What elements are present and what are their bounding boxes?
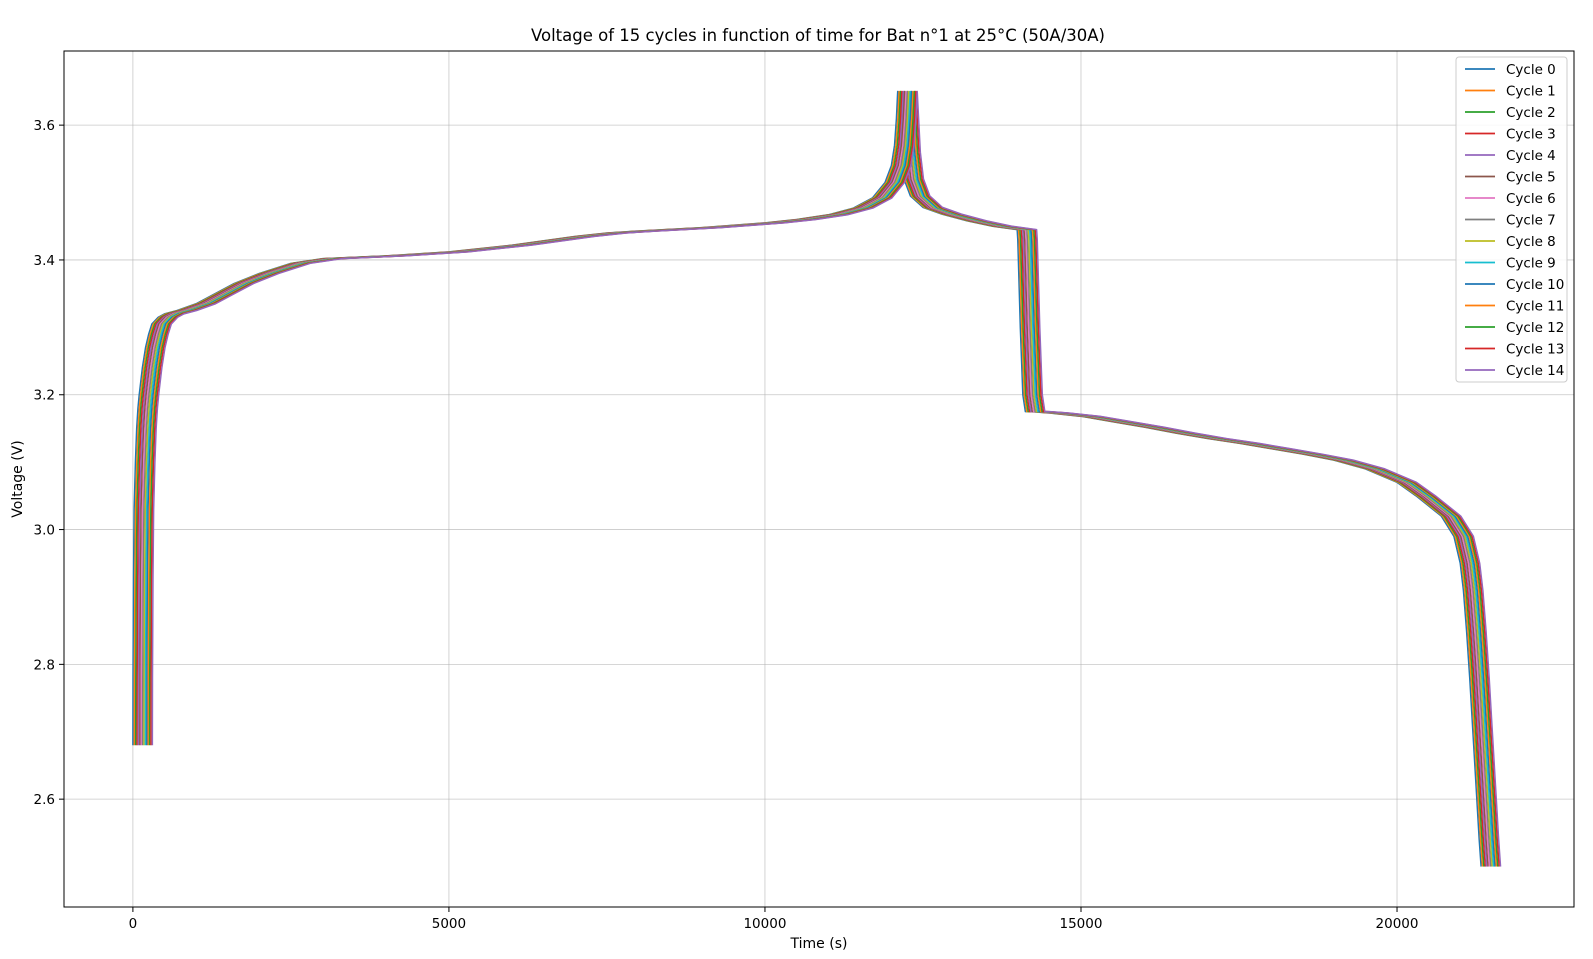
legend-label: Cycle 7 xyxy=(1506,213,1556,229)
legend-label: Cycle 10 xyxy=(1506,277,1564,293)
y-tick-label: 3.2 xyxy=(34,388,55,404)
legend: Cycle 0 Cycle 1 Cycle 2 Cycle 3 Cycle 4 Cycle… xyxy=(1455,56,1568,383)
y-tick-label: 3.4 xyxy=(34,253,55,269)
chart-title: Voltage of 15 cycles in function of time… xyxy=(531,26,1105,45)
y-tick-label: 2.8 xyxy=(34,657,55,673)
legend-label: Cycle 12 xyxy=(1506,320,1564,336)
legend-label: Cycle 3 xyxy=(1506,127,1556,143)
legend-label: Cycle 4 xyxy=(1506,148,1556,164)
x-tick-label: 15000 xyxy=(1060,916,1103,932)
x-axis-ticks: 0 5000 10000 15000 20000 xyxy=(129,907,1419,932)
plot-frame xyxy=(63,50,1575,908)
series-line-cycle-14 xyxy=(151,90,1502,867)
legend-label: Cycle 0 xyxy=(1506,62,1556,78)
x-axis-label: Time (s) xyxy=(790,936,848,952)
y-tick-label: 3.6 xyxy=(34,118,55,134)
legend-label: Cycle 2 xyxy=(1506,105,1556,121)
legend-label: Cycle 11 xyxy=(1506,299,1564,315)
legend-label: Cycle 1 xyxy=(1506,84,1556,100)
legend-box xyxy=(1455,56,1568,383)
series-lines xyxy=(132,90,1502,867)
x-tick-label: 10000 xyxy=(743,916,786,932)
y-tick-label: 3.0 xyxy=(34,523,55,539)
y-tick-label: 2.6 xyxy=(34,792,55,808)
legend-label: Cycle 9 xyxy=(1506,256,1556,272)
y-axis-label: Voltage (V) xyxy=(10,440,26,517)
legend-items: Cycle 0 Cycle 1 Cycle 2 Cycle 3 Cycle 4 Cycle… xyxy=(1465,62,1564,379)
x-tick-label: 5000 xyxy=(432,916,466,932)
legend-label: Cycle 6 xyxy=(1506,191,1556,207)
legend-label: Cycle 5 xyxy=(1506,170,1556,186)
x-tick-label: 0 xyxy=(129,916,138,932)
x-tick-label: 20000 xyxy=(1376,916,1419,932)
y-axis-ticks: 2.6 2.8 3.0 3.2 3.4 3.6 xyxy=(34,118,64,808)
legend-label: Cycle 8 xyxy=(1506,234,1556,250)
legend-label: Cycle 14 xyxy=(1506,363,1564,379)
legend-label: Cycle 13 xyxy=(1506,342,1564,358)
